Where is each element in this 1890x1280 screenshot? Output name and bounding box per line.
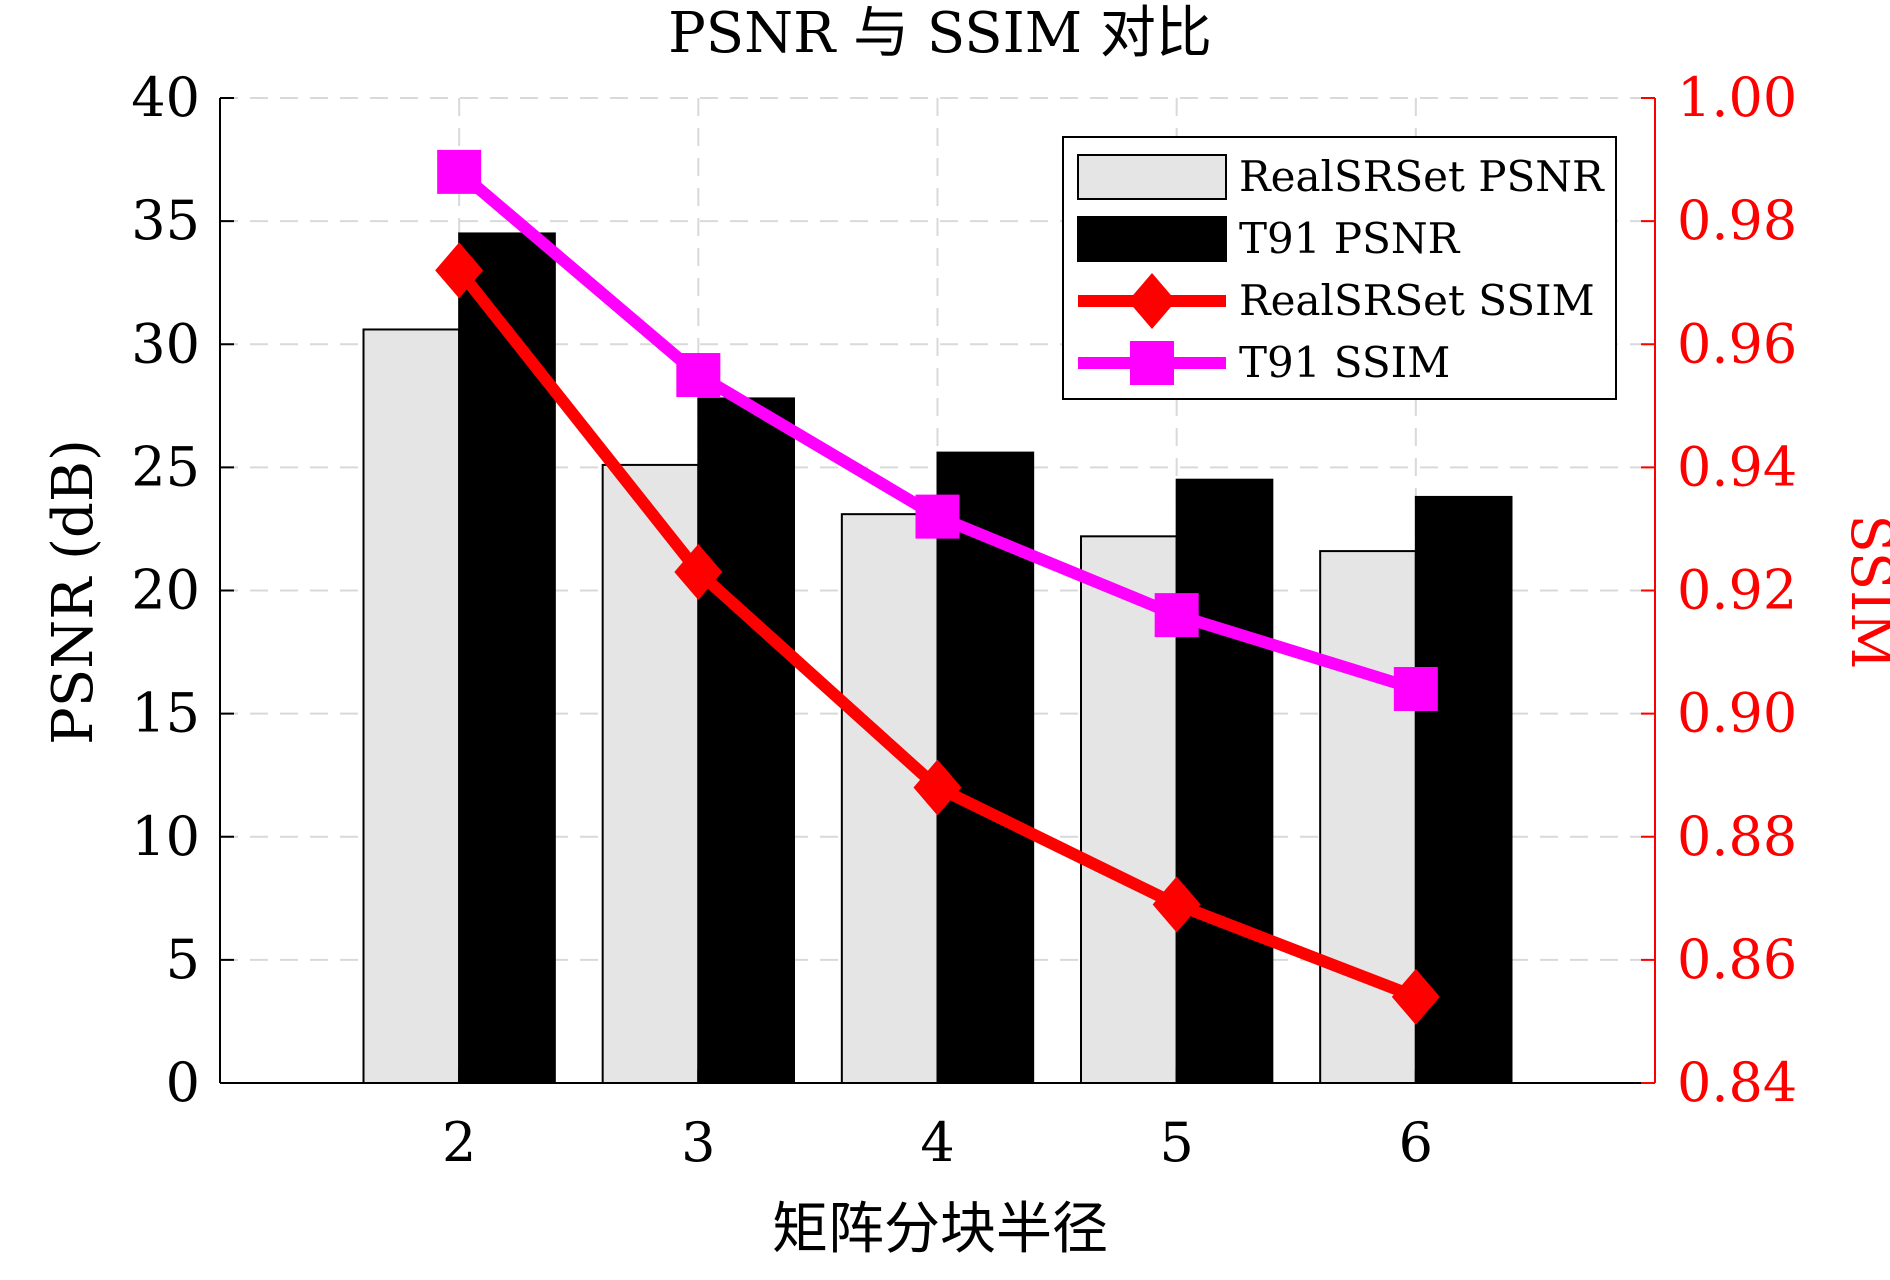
axes: 05101520253035400.840.860.880.900.920.94… bbox=[131, 66, 1797, 1174]
point-diamond bbox=[1152, 876, 1201, 933]
x-tick-label: 3 bbox=[681, 1111, 715, 1174]
x-tick-label: 6 bbox=[1399, 1111, 1433, 1174]
y-tick-label-right: 0.88 bbox=[1677, 805, 1797, 868]
legend-label: RealSRSet PSNR bbox=[1239, 152, 1605, 201]
legend-marker-diamond bbox=[1128, 273, 1176, 329]
bar-realsrset-psnr bbox=[362, 328, 461, 1085]
y-tick-label-left: 0 bbox=[166, 1051, 200, 1114]
y-tick-label-left: 25 bbox=[131, 435, 200, 498]
bar-t91-psnr bbox=[697, 397, 795, 1084]
y-tick-label-left: 40 bbox=[131, 66, 200, 129]
point-square bbox=[1154, 593, 1199, 638]
y-tick-label-right: 0.84 bbox=[1677, 1051, 1797, 1114]
y-tick-label-left: 30 bbox=[131, 312, 200, 375]
bar-t91-psnr bbox=[1175, 478, 1274, 1084]
chart-title: PSNR 与 SSIM 对比 bbox=[668, 1, 1212, 66]
legend-label: T91 SSIM bbox=[1239, 338, 1450, 387]
x-tick-label: 2 bbox=[442, 1111, 476, 1174]
x-tick-label: 4 bbox=[920, 1111, 954, 1174]
y-tick-label-right: 1.00 bbox=[1677, 66, 1797, 129]
y-tick-label-left: 10 bbox=[131, 805, 200, 868]
bar-realsrset-psnr bbox=[840, 513, 939, 1084]
y-tick-label-right: 0.86 bbox=[1677, 928, 1797, 991]
y-tick-label-left: 5 bbox=[166, 928, 200, 991]
point-square bbox=[1393, 667, 1438, 711]
point-square bbox=[915, 494, 960, 539]
x-tick-label: 5 bbox=[1159, 1111, 1193, 1174]
y-tick-label-right: 0.94 bbox=[1677, 435, 1797, 498]
y-tick-label-right: 0.98 bbox=[1677, 189, 1797, 252]
y-tick-label-left: 15 bbox=[131, 682, 200, 745]
y-axis-label-left: PSNR (dB) bbox=[41, 439, 106, 745]
legend-marker-square bbox=[1130, 341, 1174, 385]
point-diamond bbox=[435, 242, 484, 299]
bar-t91-psnr bbox=[936, 451, 1035, 1085]
legend-swatch-bar bbox=[1077, 216, 1227, 262]
y-tick-label-left: 20 bbox=[131, 559, 200, 622]
bar-t91-psnr bbox=[458, 232, 556, 1084]
y-axis-label-right: SSIM bbox=[1838, 514, 1890, 669]
bar-t91-psnr bbox=[1414, 495, 1513, 1084]
point-diamond bbox=[674, 544, 723, 601]
y-tick-label-right: 0.90 bbox=[1677, 682, 1797, 745]
x-axis-label: 矩阵分块半径 bbox=[772, 1197, 1108, 1262]
y-tick-label-right: 0.96 bbox=[1677, 312, 1797, 375]
y-tick-label-right: 0.92 bbox=[1677, 559, 1797, 622]
legend-label: T91 PSNR bbox=[1239, 214, 1461, 263]
legend-label: RealSRSet SSIM bbox=[1239, 276, 1595, 325]
point-square bbox=[676, 353, 721, 398]
point-square bbox=[437, 149, 482, 194]
point-diamond bbox=[913, 759, 962, 816]
y-tick-label-left: 35 bbox=[131, 189, 200, 252]
legend: RealSRSet PSNR T91 PSNR RealSRSet SSIM T91 … bbox=[1062, 136, 1617, 400]
ssim-lines bbox=[435, 149, 1440, 1025]
legend-swatch-bar bbox=[1077, 154, 1227, 200]
point-diamond bbox=[1391, 968, 1440, 1025]
